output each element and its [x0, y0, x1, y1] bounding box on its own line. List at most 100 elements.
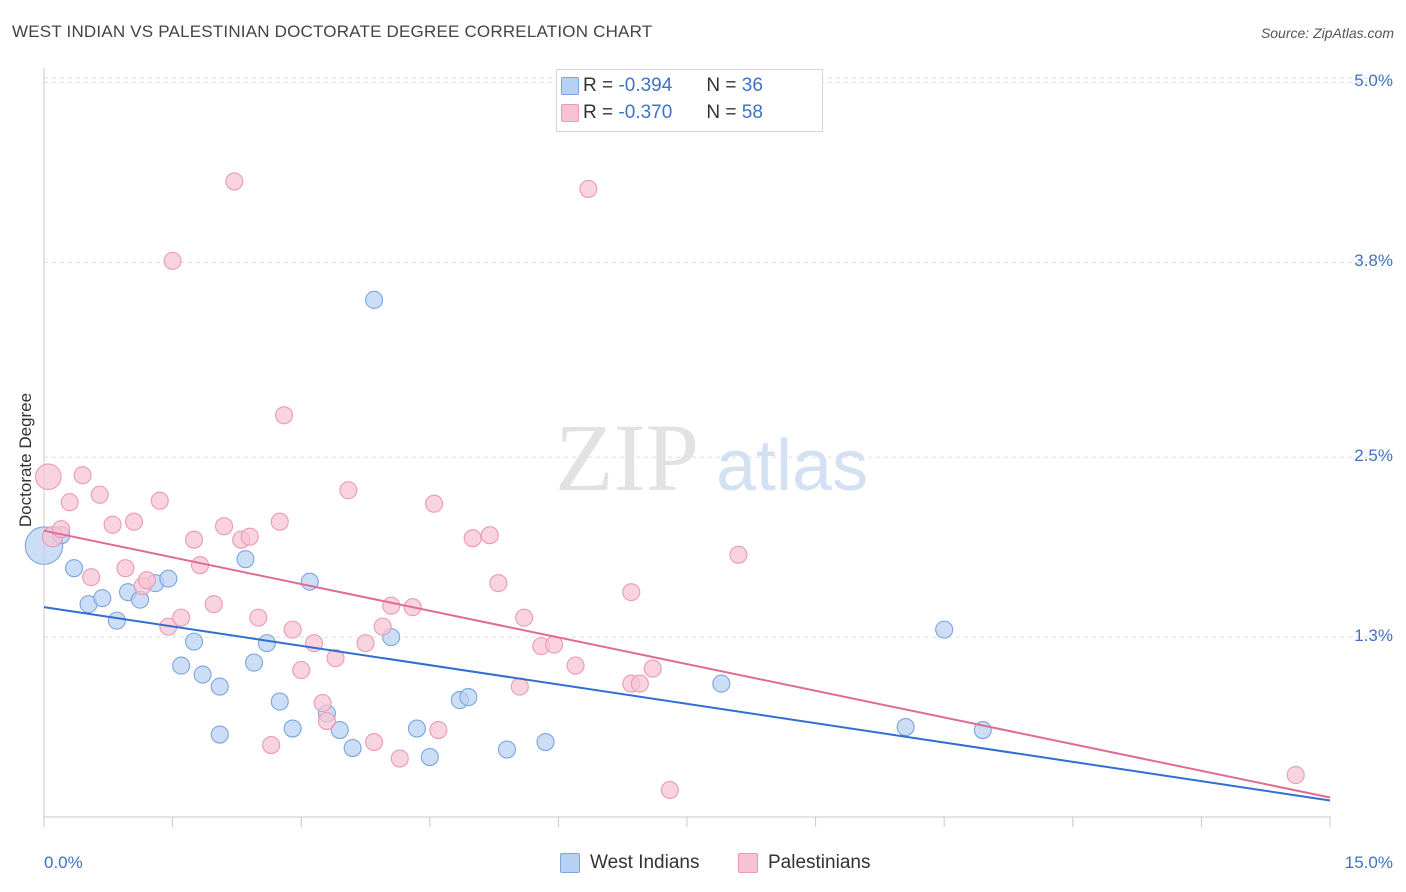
n-value: 36: [741, 75, 763, 96]
legend-swatch-blue: [560, 853, 580, 873]
series-points: [24, 172, 1305, 800]
trend-line-west-indians: [43, 606, 1331, 802]
data-point-palestinians: [124, 512, 144, 531]
y-tick-label: 2.5%: [1354, 446, 1393, 466]
y-axis-label: Doctorate Degree: [16, 392, 35, 528]
data-point-west-indians: [159, 569, 178, 588]
data-point-west-indians: [236, 550, 255, 569]
y-tick-label: 5.0%: [1354, 71, 1393, 91]
chart-title: WEST INDIAN VS PALESTINIAN DOCTORATE DEG…: [12, 22, 653, 41]
data-point-west-indians: [407, 719, 426, 738]
data-point-west-indians: [365, 290, 384, 309]
legend-label: Palestinians: [768, 852, 871, 873]
data-point-palestinians: [579, 179, 598, 198]
y-tick-label: 3.8%: [1354, 251, 1393, 271]
data-point-west-indians: [330, 721, 349, 740]
data-point-west-indians: [935, 620, 954, 639]
data-point-west-indians: [497, 740, 517, 759]
data-point-palestinians: [356, 634, 375, 653]
r-label: R =: [583, 75, 614, 96]
data-point-palestinians: [73, 466, 92, 485]
data-point-palestinians: [510, 677, 529, 696]
n-label: N =: [706, 102, 737, 123]
source-label: Source: ZipAtlas.com: [1260, 25, 1394, 41]
data-point-palestinians: [729, 545, 748, 564]
data-point-west-indians: [184, 632, 204, 651]
data-point-west-indians: [896, 718, 915, 737]
data-point-palestinians: [515, 608, 534, 627]
data-point-west-indians: [343, 738, 362, 758]
data-point-palestinians: [463, 529, 482, 548]
data-point-palestinians: [373, 617, 392, 636]
data-point-palestinians: [643, 659, 662, 678]
data-point-palestinians: [382, 596, 401, 615]
data-point-west-indians: [270, 692, 289, 711]
data-point-palestinians: [326, 649, 345, 668]
data-point-west-indians: [283, 719, 302, 738]
data-point-palestinians: [262, 735, 281, 755]
x-tick-label-max: 15.0%: [1344, 853, 1393, 872]
data-point-palestinians: [60, 493, 79, 512]
legend-row-palestinians: R = -0.370 N = 58: [561, 101, 763, 125]
data-point-palestinians: [275, 406, 294, 425]
data-point-palestinians: [214, 517, 234, 536]
correlation-legend: R = -0.394 N = 36 R = -0.370 N = 58: [556, 69, 823, 132]
data-point-palestinians: [566, 656, 585, 675]
data-point-west-indians: [536, 733, 555, 752]
data-point-palestinians: [339, 481, 358, 500]
data-point-palestinians: [137, 571, 156, 590]
axes: [43, 68, 1331, 827]
n-value: 58: [741, 102, 763, 123]
data-point-palestinians: [270, 512, 289, 531]
legend-item-west-indians[interactable]: West Indians: [560, 852, 699, 874]
data-point-palestinians: [34, 463, 62, 491]
data-point-palestinians: [630, 674, 649, 693]
trend-line-palestinians: [43, 529, 1331, 799]
data-point-palestinians: [292, 661, 311, 680]
legend-swatch-blue: [561, 77, 579, 95]
data-point-palestinians: [489, 574, 508, 593]
data-point-palestinians: [622, 583, 641, 602]
data-point-palestinians: [90, 485, 109, 504]
trend-lines: [43, 529, 1331, 802]
data-point-west-indians: [244, 653, 264, 672]
data-point-palestinians: [425, 494, 444, 513]
data-point-palestinians: [480, 526, 499, 545]
data-point-west-indians: [257, 634, 276, 653]
data-point-palestinians: [163, 251, 182, 270]
data-point-palestinians: [283, 620, 302, 639]
data-point-palestinians: [184, 530, 204, 549]
data-point-palestinians: [225, 172, 244, 191]
data-point-palestinians: [116, 559, 135, 578]
legend-swatch-pink: [561, 104, 579, 122]
data-point-west-indians: [210, 725, 229, 744]
data-point-palestinians: [660, 780, 679, 800]
data-point-west-indians: [210, 677, 229, 696]
data-point-palestinians: [240, 527, 259, 546]
x-tick-label-min: 0.0%: [44, 853, 83, 872]
data-point-palestinians: [317, 712, 336, 731]
data-point-west-indians: [172, 656, 191, 675]
data-point-west-indians: [420, 747, 439, 767]
watermark-zip: ZIP: [555, 404, 699, 511]
y-tick-label: 1.3%: [1354, 626, 1393, 646]
r-value: -0.394: [618, 75, 673, 96]
data-point-west-indians: [93, 589, 112, 608]
data-point-palestinians: [365, 733, 384, 752]
data-point-palestinians: [390, 749, 409, 768]
r-value: -0.370: [618, 102, 673, 123]
data-point-palestinians: [1286, 765, 1305, 785]
data-point-palestinians: [103, 515, 122, 534]
data-point-palestinians: [429, 721, 448, 740]
data-point-palestinians: [249, 608, 268, 627]
legend-item-palestinians[interactable]: Palestinians: [738, 852, 870, 874]
data-point-west-indians: [193, 665, 212, 684]
n-label: N =: [706, 75, 737, 96]
r-label: R =: [583, 102, 614, 123]
legend-label: West Indians: [590, 852, 700, 873]
data-point-west-indians: [64, 559, 84, 578]
data-point-west-indians: [107, 611, 126, 630]
legend-row-west-indians: R = -0.394 N = 36: [561, 74, 763, 98]
data-point-west-indians: [712, 674, 731, 693]
